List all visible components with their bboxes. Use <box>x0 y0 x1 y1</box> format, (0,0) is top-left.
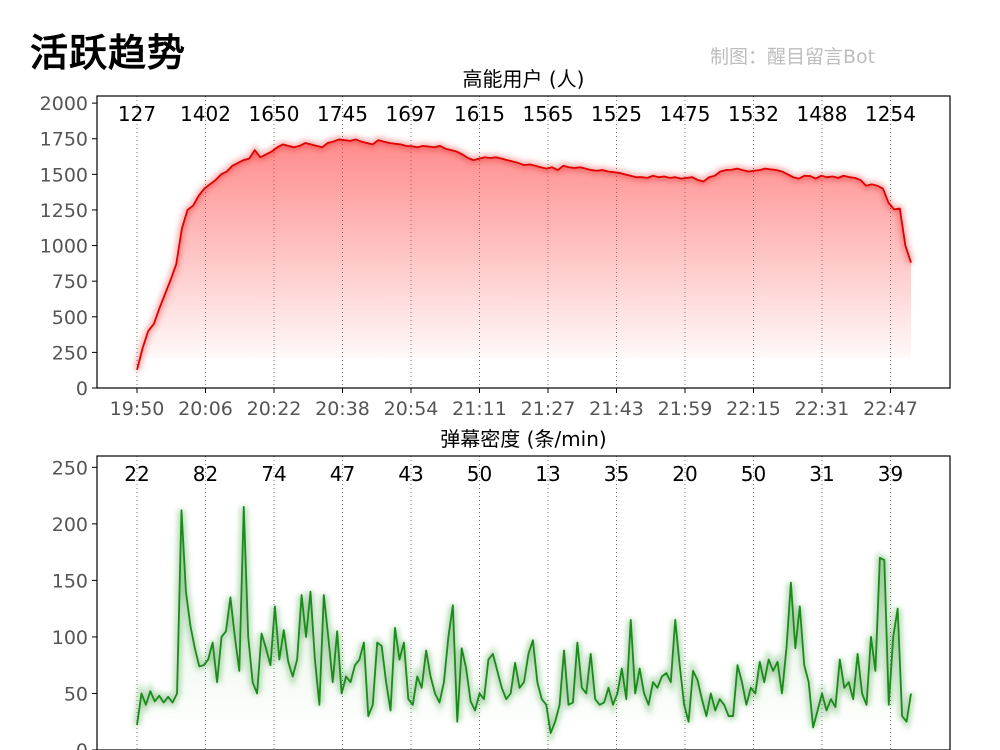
top-plot-frame <box>96 95 951 389</box>
credit-label: 制图：醒目留言Bot <box>710 46 876 68</box>
top-x-tick-label: 20:06 <box>178 398 233 420</box>
top-data-label: 1475 <box>660 102 711 126</box>
top-data-label: 1615 <box>454 102 505 126</box>
bottom-data-label: 74 <box>261 462 286 486</box>
bottom-data-label: 82 <box>193 462 218 486</box>
top-data-label: 1488 <box>797 102 848 126</box>
top-y-tick-label: 1000 <box>40 236 88 258</box>
top-x-tick-label: 22:15 <box>726 398 781 420</box>
bottom-y-tick-label: 150 <box>52 570 88 592</box>
bottom-y-tick-label: 50 <box>64 683 88 705</box>
top-chart-title: 高能用户 (人) <box>463 67 585 91</box>
top-x-tick-label: 21:27 <box>521 398 576 420</box>
bottom-data-label: 31 <box>809 462 834 486</box>
top-data-label: 1745 <box>317 102 368 126</box>
top-x-tick-label: 22:47 <box>863 398 918 420</box>
top-data-label: 127 <box>118 102 156 126</box>
top-area-fill <box>137 139 911 370</box>
bottom-data-label: 22 <box>124 462 149 486</box>
top-y-tick-label: 1750 <box>40 129 88 151</box>
top-data-label: 1565 <box>523 102 574 126</box>
bottom-chart-title: 弹幕密度 (条/min) <box>440 427 606 451</box>
top-data-label: 1402 <box>180 102 231 126</box>
top-y-tick-label: 250 <box>52 342 88 364</box>
bottom-series-line <box>136 505 912 734</box>
bottom-y-tick-label: 250 <box>52 457 88 479</box>
top-x-tick-label: 21:43 <box>589 398 644 420</box>
bottom-y-tick-label: 200 <box>52 514 88 536</box>
bottom-y-tick-label: 100 <box>52 627 88 649</box>
bottom-data-label: 20 <box>672 462 697 486</box>
top-x-tick-label: 21:59 <box>658 398 713 420</box>
top-x-tick-label: 21:11 <box>452 398 507 420</box>
top-x-tick-label: 20:38 <box>315 398 370 420</box>
top-y-tick-label: 750 <box>52 271 88 293</box>
top-y-tick-label: 2000 <box>40 93 88 115</box>
bottom-plot-frame <box>96 455 951 750</box>
bottom-y-tick-label: 0 <box>76 740 88 750</box>
bottom-data-label: 50 <box>467 462 492 486</box>
bottom-data-label: 39 <box>878 462 903 486</box>
top-data-label: 1525 <box>591 102 642 126</box>
top-y-tick-label: 1500 <box>40 164 88 186</box>
top-series-line <box>136 138 912 371</box>
top-data-label: 1254 <box>865 102 916 126</box>
page-title: 活跃趋势 <box>30 31 187 75</box>
top-data-label: 1532 <box>728 102 779 126</box>
bottom-data-label: 13 <box>535 462 560 486</box>
top-x-tick-label: 20:22 <box>247 398 302 420</box>
bottom-data-label: 50 <box>741 462 766 486</box>
top-data-label: 1650 <box>249 102 300 126</box>
bottom-data-label: 35 <box>604 462 629 486</box>
bottom-data-label: 47 <box>330 462 355 486</box>
top-y-tick-label: 1250 <box>40 200 88 222</box>
top-data-label: 1697 <box>386 102 437 126</box>
top-x-tick-label: 19:50 <box>110 398 165 420</box>
top-y-tick-label: 0 <box>76 378 88 400</box>
top-y-tick-label: 500 <box>52 307 88 329</box>
top-x-tick-label: 20:54 <box>384 398 439 420</box>
bottom-data-label: 43 <box>398 462 423 486</box>
top-x-tick-label: 22:31 <box>795 398 850 420</box>
